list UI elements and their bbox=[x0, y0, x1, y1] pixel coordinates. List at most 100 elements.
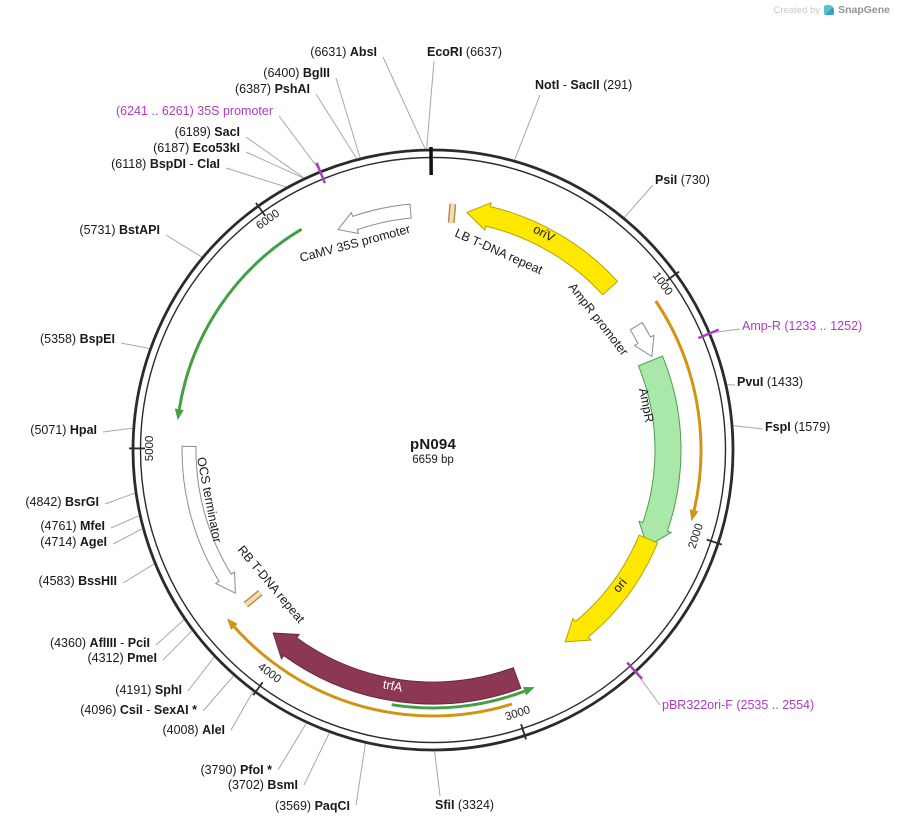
label-line-bsmi bbox=[303, 732, 330, 786]
feature-green-cds-left-arrowhead bbox=[174, 408, 184, 421]
site-label-bglii[interactable]: (6400) BglII bbox=[263, 66, 330, 80]
label-line-afliii-pcii bbox=[155, 619, 185, 646]
label-line-pfoi bbox=[277, 723, 307, 771]
label-line-bsrgi bbox=[104, 492, 135, 505]
site-label-bspei[interactable]: (5358) BspEI bbox=[40, 332, 115, 346]
site-label-csii-sexai[interactable]: (4096) CsiI - SexAI * bbox=[80, 703, 197, 717]
site-label-35s-promoter-primer[interactable]: (6241 .. 6261) 35S promoter bbox=[116, 104, 273, 118]
feature-orange-arc-right-arrowhead bbox=[689, 509, 699, 522]
site-label-eco53ki[interactable]: (6187) Eco53kI bbox=[153, 141, 240, 155]
feature-label-trfa[interactable]: trfA bbox=[382, 677, 404, 694]
feature-green-cds-bottom-arrowhead bbox=[523, 687, 535, 696]
feature-trfa[interactable] bbox=[272, 632, 522, 705]
site-label-pvui[interactable]: PvuI (1433) bbox=[737, 375, 803, 389]
site-label-pmei[interactable]: (4312) PmeI bbox=[88, 651, 158, 665]
site-label-hpai[interactable]: (5071) HpaI bbox=[30, 423, 97, 437]
site-label-sphi[interactable]: (4191) SphI bbox=[115, 683, 182, 697]
label-line-pmei bbox=[162, 630, 193, 661]
feature-camv-35s-promoter[interactable] bbox=[337, 203, 412, 235]
feature-oriv[interactable] bbox=[465, 201, 619, 296]
label-line-paqci bbox=[355, 743, 366, 806]
scale-tick-3000 bbox=[520, 723, 527, 740]
feature-label-ampr[interactable]: AmpR bbox=[636, 387, 656, 424]
site-label-psii[interactable]: PsiI (730) bbox=[655, 173, 710, 187]
label-line-bsshii bbox=[122, 563, 155, 584]
site-label-bsrgi[interactable]: (4842) BsrGI bbox=[25, 495, 99, 509]
scale-label-2000: 2000 bbox=[687, 522, 706, 550]
label-line-bglii bbox=[335, 77, 361, 158]
primer-tick-amp-r[interactable] bbox=[697, 328, 720, 340]
feature-label-rb-t-dna-repeat[interactable]: RB T-DNA repeat bbox=[235, 543, 308, 626]
site-label-pshai[interactable]: (6387) PshAI bbox=[235, 82, 310, 96]
watermark-created-by: Created by bbox=[773, 4, 821, 16]
feature-ampr[interactable] bbox=[637, 355, 682, 548]
primer-tick-35s-promoter[interactable] bbox=[315, 162, 327, 184]
feature-orange-arc-bottom-arrowhead bbox=[227, 618, 238, 630]
site-label-alei[interactable]: (4008) AleI bbox=[162, 723, 225, 737]
label-line-bspdi-clai bbox=[225, 167, 286, 188]
scale-label-4000: 4000 bbox=[255, 661, 283, 686]
backbone-ring bbox=[131, 148, 735, 752]
label-line-saci bbox=[245, 136, 304, 179]
site-label-fspi[interactable]: FspI (1579) bbox=[765, 420, 830, 434]
site-label-amp-r-primer[interactable]: Amp-R (1233 .. 1252) bbox=[742, 319, 862, 333]
feature-label-ori[interactable]: ori bbox=[610, 576, 630, 596]
feature-ampr-promoter[interactable] bbox=[629, 321, 655, 358]
label-line-sphi bbox=[187, 656, 215, 692]
scale-tick-6000 bbox=[255, 202, 266, 217]
site-label-agei[interactable]: (4714) AgeI bbox=[40, 535, 107, 549]
feature-ori[interactable] bbox=[564, 534, 659, 643]
primer-ticks bbox=[315, 162, 720, 680]
label-line-pshai bbox=[315, 93, 357, 159]
label-line-fspi bbox=[733, 425, 764, 430]
label-line-bstapi bbox=[165, 234, 202, 258]
feature-green-cds-left[interactable] bbox=[177, 227, 303, 410]
feature-orange-arc-bottom[interactable] bbox=[233, 625, 513, 718]
scale-tick-1000 bbox=[665, 270, 680, 282]
label-line-amp-r-primer bbox=[710, 328, 741, 334]
site-label-absi[interactable]: (6631) AbsI bbox=[310, 45, 377, 59]
feature-label-ampr-promoter[interactable]: AmpR promoter bbox=[566, 280, 631, 358]
site-label-sfii[interactable]: SfiI (3324) bbox=[435, 798, 494, 812]
feature-ocs-terminator[interactable] bbox=[181, 445, 236, 594]
scale-label-3000: 3000 bbox=[504, 704, 532, 723]
label-line-psii bbox=[624, 184, 654, 218]
label-line-35s-promoter-primer bbox=[278, 115, 321, 171]
site-label-ecori[interactable]: EcoRI (6637) bbox=[427, 45, 502, 59]
site-label-paqci[interactable]: (3569) PaqCI bbox=[275, 799, 350, 813]
label-line-absi bbox=[382, 56, 426, 149]
label-line-alei bbox=[230, 691, 254, 731]
feature-orange-arc-right[interactable] bbox=[654, 300, 703, 511]
feature-lb-t-dna-repeat-fill bbox=[449, 203, 455, 223]
site-label-pfoi[interactable]: (3790) PfoI * bbox=[200, 763, 272, 777]
scale-tick-4000 bbox=[252, 681, 264, 696]
site-label-noti-sacii[interactable]: NotI - SacII (291) bbox=[535, 78, 632, 92]
label-line-agei bbox=[112, 528, 143, 545]
label-line-eco53ki bbox=[245, 151, 304, 179]
label-line-mfei bbox=[110, 515, 140, 529]
site-label-afliii-pcii[interactable]: (4360) AflIII - PciI bbox=[50, 636, 150, 650]
primer-tick-pbr322ori-f[interactable] bbox=[626, 661, 644, 680]
scale-label-5000: 5000 bbox=[144, 436, 156, 462]
site-label-saci[interactable]: (6189) SacI bbox=[175, 125, 240, 139]
label-line-ecori bbox=[426, 60, 435, 149]
scale-tick-2000 bbox=[706, 538, 723, 546]
plasmid-inner-circle bbox=[139, 156, 727, 744]
label-line-hpai bbox=[102, 427, 133, 433]
label-line-csii-sexai bbox=[202, 675, 234, 712]
site-label-bsmi[interactable]: (3702) BsmI bbox=[228, 778, 298, 792]
site-label-mfei[interactable]: (4761) MfeI bbox=[40, 519, 105, 533]
site-label-bsshii[interactable]: (4583) BssHII bbox=[38, 574, 117, 588]
site-label-bspdi-clai[interactable]: (6118) BspDI - ClaI bbox=[111, 157, 220, 171]
site-label-bstapi[interactable]: (5731) BstAPI bbox=[79, 223, 160, 237]
label-line-sfii bbox=[434, 751, 441, 797]
site-label-pbr322ori-f-primer[interactable]: pBR322ori-F (2535 .. 2554) bbox=[662, 698, 814, 712]
scale-label-6000: 6000 bbox=[254, 208, 282, 233]
label-line-bspei bbox=[120, 342, 150, 349]
plasmid-outer-circle bbox=[131, 148, 735, 752]
feature-rb-t-dna-repeat-fill bbox=[244, 591, 262, 607]
feature-green-cds-bottom[interactable] bbox=[391, 689, 526, 710]
site-label-lines bbox=[102, 56, 764, 806]
